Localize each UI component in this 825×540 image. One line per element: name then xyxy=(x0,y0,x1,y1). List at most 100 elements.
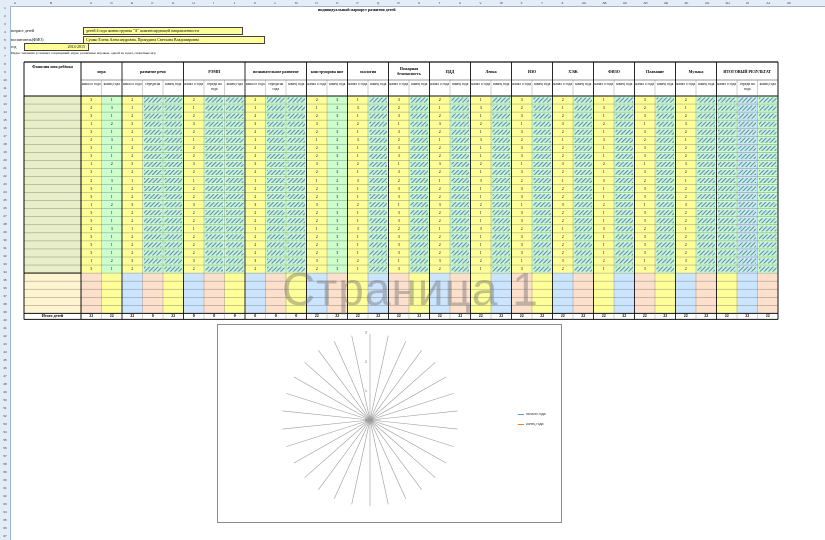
row-number[interactable]: 63 xyxy=(3,502,7,506)
row-number[interactable]: 47 xyxy=(3,374,7,378)
row-number[interactable]: 24 xyxy=(3,190,7,194)
row-number[interactable]: 60 xyxy=(3,478,7,482)
row-number[interactable]: 37 xyxy=(3,294,7,298)
row-number[interactable]: 1 xyxy=(4,6,6,10)
column-letter[interactable]: G xyxy=(172,1,175,5)
row-number[interactable]: 18 xyxy=(3,142,7,146)
row-number[interactable]: 7 xyxy=(4,54,6,58)
column-letter[interactable]: AB xyxy=(602,1,607,5)
row-number[interactable]: 53 xyxy=(3,422,7,426)
row-number[interactable]: 22 xyxy=(3,174,7,178)
row-number[interactable]: 29 xyxy=(3,230,7,234)
column-letter[interactable]: B xyxy=(50,1,53,5)
row-number[interactable]: 58 xyxy=(3,462,7,466)
group-value[interactable]: детей 4 года жизни группы "А" компенсиру… xyxy=(83,27,243,35)
column-letter[interactable]: E xyxy=(131,1,134,5)
column-letter[interactable]: AC xyxy=(623,1,628,5)
row-number[interactable]: 49 xyxy=(3,390,7,394)
row-number[interactable]: 2 xyxy=(4,14,6,18)
row-number[interactable]: 45 xyxy=(3,358,7,362)
row-number[interactable]: 34 xyxy=(3,270,7,274)
row-number[interactable]: 43 xyxy=(3,342,7,346)
column-letter[interactable]: U xyxy=(459,1,462,5)
column-letter[interactable]: J xyxy=(233,1,236,5)
row-number[interactable]: 16 xyxy=(3,126,7,130)
row-number[interactable]: 13 xyxy=(3,102,7,106)
row-number[interactable]: 17 xyxy=(3,134,7,138)
row-number[interactable]: 11 xyxy=(3,86,7,90)
column-letter[interactable]: L xyxy=(274,1,277,5)
row-number[interactable]: 38 xyxy=(3,302,7,306)
column-letter[interactable]: A xyxy=(14,1,17,5)
row-number[interactable]: 27 xyxy=(3,214,7,218)
row-number[interactable]: 33 xyxy=(3,262,7,266)
year-value[interactable]: 2014-2015 xyxy=(24,43,89,51)
row-number[interactable]: 54 xyxy=(3,430,7,434)
row-number[interactable]: 50 xyxy=(3,398,7,402)
row-number[interactable]: 26 xyxy=(3,206,7,210)
row-number[interactable]: 61 xyxy=(3,486,7,490)
column-letter[interactable]: C xyxy=(90,1,93,5)
column-letter[interactable]: R xyxy=(397,1,400,5)
row-number[interactable]: 36 xyxy=(3,286,7,290)
column-letter[interactable]: AI xyxy=(746,1,749,5)
column-letter[interactable]: AK xyxy=(787,1,792,5)
column-letter[interactable]: O xyxy=(336,1,339,5)
row-number[interactable]: 6 xyxy=(4,46,6,50)
row-number[interactable]: 64 xyxy=(3,510,7,514)
row-number[interactable]: 3 xyxy=(4,22,6,26)
column-letter[interactable]: M xyxy=(295,1,298,5)
row-number[interactable]: 48 xyxy=(3,382,7,386)
row-number[interactable]: 10 xyxy=(3,78,7,82)
column-letter[interactable]: V xyxy=(479,1,482,5)
row-number[interactable]: 41 xyxy=(3,326,7,330)
column-letter[interactable]: I xyxy=(213,1,214,5)
row-number[interactable]: 32 xyxy=(3,254,7,258)
row-number[interactable]: 65 xyxy=(3,518,7,522)
row-number[interactable]: 31 xyxy=(3,246,7,250)
row-number[interactable]: 52 xyxy=(3,414,7,418)
row-number[interactable]: 25 xyxy=(3,198,7,202)
row-number[interactable]: 12 xyxy=(3,94,7,98)
column-letter[interactable]: F xyxy=(151,1,154,5)
row-number[interactable]: 8 xyxy=(4,62,6,66)
row-number[interactable]: 28 xyxy=(3,222,7,226)
row-number[interactable]: 55 xyxy=(3,438,7,442)
row-number[interactable]: 40 xyxy=(3,318,7,322)
row-number[interactable]: 9 xyxy=(4,70,6,74)
row-number[interactable]: 62 xyxy=(3,494,7,498)
column-letter[interactable]: H xyxy=(192,1,195,5)
column-letter[interactable]: AF xyxy=(684,1,689,5)
column-letter[interactable]: D xyxy=(110,1,113,5)
row-number[interactable]: 14 xyxy=(3,110,7,114)
row-number[interactable]: 44 xyxy=(3,350,7,354)
row-number[interactable]: 56 xyxy=(3,446,7,450)
column-letter[interactable]: Z xyxy=(561,1,564,5)
row-number[interactable]: 67 xyxy=(3,534,7,538)
row-number[interactable]: 46 xyxy=(3,366,7,370)
radar-chart[interactable]: 0 1 2 3 начало года конец года xyxy=(217,324,562,523)
column-letter[interactable]: S xyxy=(418,1,421,5)
row-number[interactable]: 20 xyxy=(3,158,7,162)
column-letter[interactable]: W xyxy=(500,1,503,5)
column-letter[interactable]: AJ xyxy=(766,1,771,5)
column-letter[interactable]: Q xyxy=(377,1,380,5)
row-number[interactable]: 21 xyxy=(3,166,7,170)
column-letter[interactable]: X xyxy=(520,1,523,5)
row-number[interactable]: 23 xyxy=(3,182,7,186)
column-letter[interactable]: Y xyxy=(541,1,544,5)
column-letter[interactable]: K xyxy=(254,1,257,5)
row-number[interactable]: 4 xyxy=(4,30,6,34)
column-letter[interactable]: AH xyxy=(725,1,730,5)
row-number[interactable]: 35 xyxy=(3,278,7,282)
row-number[interactable]: 66 xyxy=(3,526,7,530)
row-number[interactable]: 30 xyxy=(3,238,7,242)
column-letter[interactable]: AE xyxy=(664,1,669,5)
row-number[interactable]: 57 xyxy=(3,454,7,458)
teacher-value[interactable]: Сушко Елена Александровна, Прокудина Све… xyxy=(83,36,265,44)
row-number[interactable]: 39 xyxy=(3,310,7,314)
row-number[interactable]: 51 xyxy=(3,406,7,410)
row-number[interactable]: 5 xyxy=(4,38,6,42)
column-letter[interactable]: AA xyxy=(582,1,587,5)
row-number[interactable]: 15 xyxy=(3,118,7,122)
